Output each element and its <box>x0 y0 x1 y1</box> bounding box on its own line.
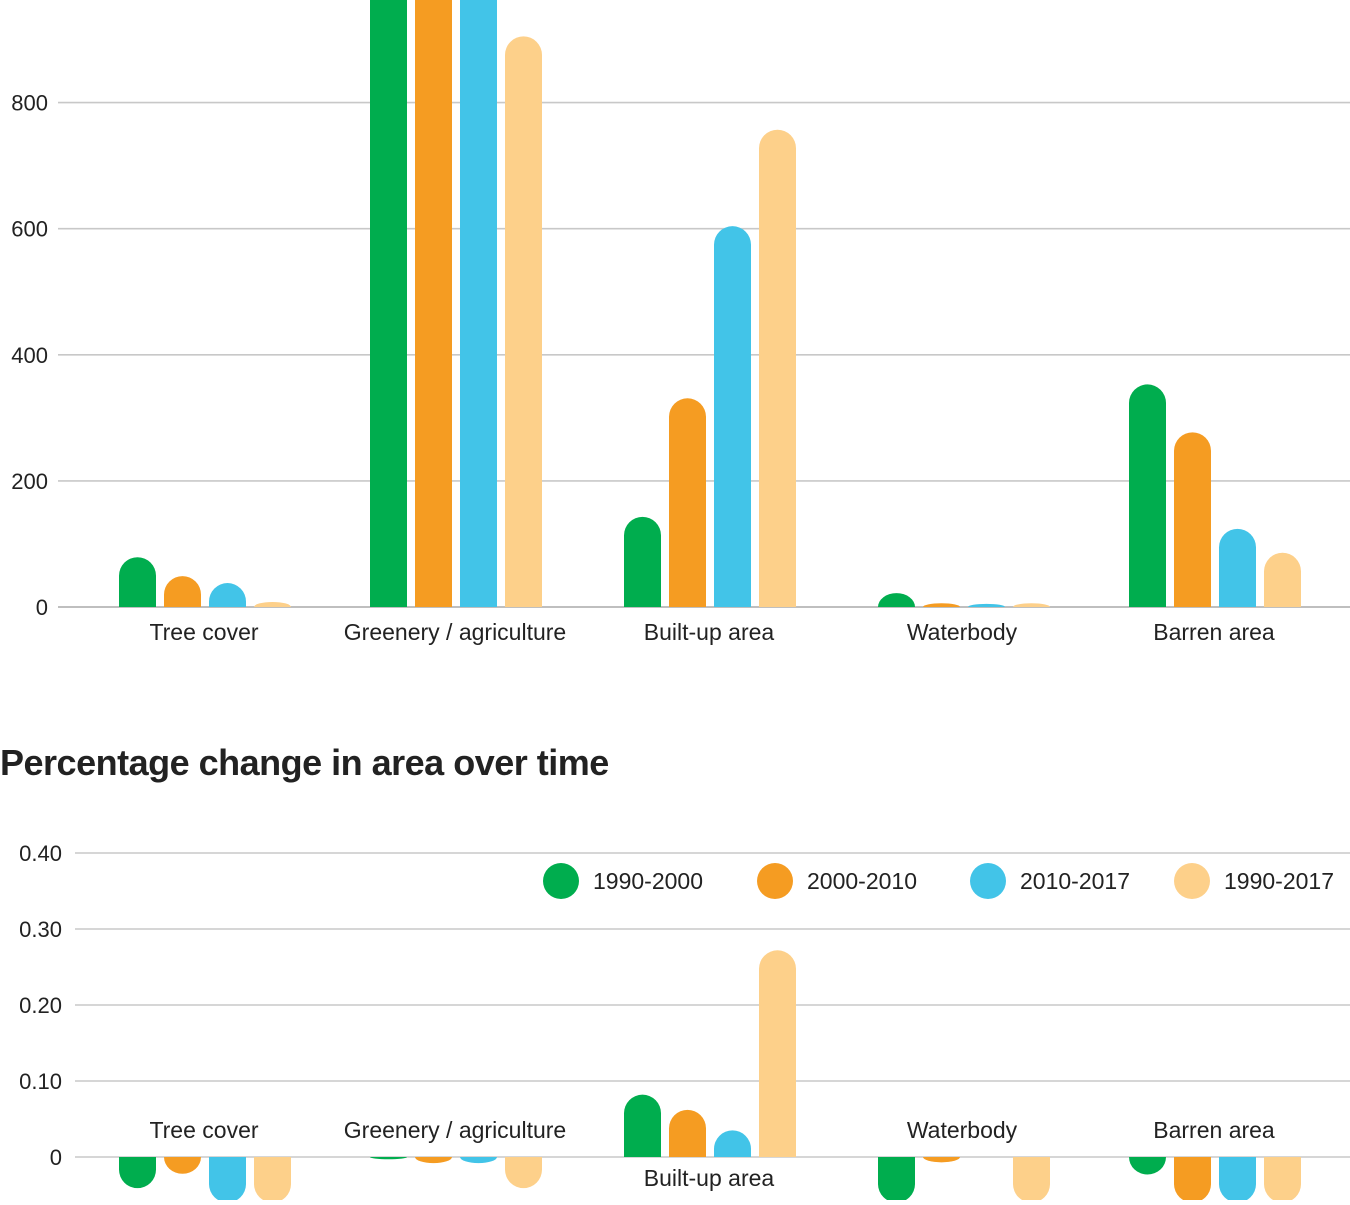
legend-label: 2010-2017 <box>1020 868 1130 894</box>
y-tick-label: 0.40 <box>19 841 62 866</box>
chart-title-percentage-change: Percentage change in area over time <box>0 742 609 783</box>
bar-greenery-agriculture-series-1 <box>370 1157 407 1160</box>
y-tick-label: 0 <box>50 1145 62 1170</box>
bar-built-up-area-series-4 <box>759 129 796 608</box>
category-label-barren-area: Barren area <box>1153 619 1275 645</box>
bar-tree-cover-series-2 <box>164 576 201 607</box>
bar-barren-area-series-3 <box>1219 528 1256 607</box>
bar-barren-area-series-4 <box>1264 1157 1301 1200</box>
bar-tree-cover-series-1 <box>119 1157 156 1189</box>
bar-tree-cover-series-3 <box>209 1157 246 1200</box>
category-label-built-up-area: Built-up area <box>644 1165 775 1191</box>
bar-barren-area-series-4 <box>1264 552 1301 607</box>
y-tick-label: 0 <box>36 595 48 620</box>
legend-swatch <box>757 863 793 899</box>
bar-built-up-area-series-1 <box>624 1094 661 1157</box>
bars <box>119 0 1301 608</box>
bar-waterbody-series-2 <box>923 603 960 607</box>
legend-item-2010-2017: 2010-2017 <box>970 863 1130 899</box>
category-label-greenery-agriculture: Greenery / agriculture <box>344 1117 566 1143</box>
legend-label: 1990-2000 <box>593 868 703 894</box>
legend-label: 1990-2017 <box>1224 868 1334 894</box>
bar-greenery-agriculture-series-2 <box>415 0 452 607</box>
bar-tree-cover-series-4 <box>254 601 291 607</box>
bar-greenery-agriculture-series-3 <box>460 1157 497 1164</box>
category-label-waterbody: Waterbody <box>907 1117 1018 1143</box>
bar-built-up-area-series-1 <box>624 516 661 607</box>
bar-tree-cover-series-1 <box>119 557 156 607</box>
legend-swatch <box>1174 863 1210 899</box>
bar-greenery-agriculture-series-1 <box>370 0 407 607</box>
y-tick-label: 0.10 <box>19 1069 62 1094</box>
category-label-built-up-area: Built-up area <box>644 619 775 645</box>
legend: 1990-2000 2000-2010 2010-2017 1990-2017 <box>543 863 1334 899</box>
category-label-waterbody: Waterbody <box>907 619 1018 645</box>
bar-greenery-agriculture-series-4 <box>505 36 542 607</box>
bar-greenery-agriculture-series-3 <box>460 0 497 607</box>
bar-built-up-area-series-4 <box>759 950 796 1157</box>
bar-waterbody-series-1 <box>878 1157 915 1200</box>
bar-barren-area-series-1 <box>1129 384 1166 607</box>
bar-waterbody-series-1 <box>878 593 915 607</box>
percentage-change-chart: 0 0.10 0.20 0.30 0.40 Tree cover Greenery / ag… <box>19 841 1350 1200</box>
y-tick-label: 200 <box>11 469 48 494</box>
bar-barren-area-series-1 <box>1129 1157 1166 1175</box>
legend-item-2000-2010: 2000-2010 <box>757 863 917 899</box>
legend-swatch <box>543 863 579 899</box>
bar-built-up-area-series-3 <box>714 1130 751 1157</box>
legend-item-1990-2017: 1990-2017 <box>1174 863 1334 899</box>
bar-greenery-agriculture-series-2 <box>415 1157 452 1164</box>
bar-built-up-area-series-2 <box>669 398 706 607</box>
legend-item-1990-2000: 1990-2000 <box>543 863 703 899</box>
bar-waterbody-series-3 <box>968 603 1005 607</box>
bar-built-up-area-series-3 <box>714 226 751 608</box>
bar-tree-cover-series-3 <box>209 583 246 607</box>
area-chart: 0 200 400 600 800 Tree cover Greenery / agricu… <box>11 0 1350 645</box>
bar-greenery-agriculture-series-4 <box>505 1157 542 1189</box>
y-tick-label: 400 <box>11 343 48 368</box>
bar-barren-area-series-3 <box>1219 1157 1256 1200</box>
bars <box>119 950 1301 1200</box>
bar-waterbody-series-4 <box>1013 603 1050 607</box>
category-label-tree-cover: Tree cover <box>149 619 258 645</box>
bar-barren-area-series-2 <box>1174 1157 1211 1200</box>
bar-waterbody-series-2 <box>923 1157 960 1163</box>
bar-barren-area-series-2 <box>1174 432 1211 607</box>
y-tick-label: 0.30 <box>19 917 62 942</box>
bar-tree-cover-series-4 <box>254 1157 291 1200</box>
category-label-greenery-agriculture: Greenery / agriculture <box>344 619 566 645</box>
category-label-barren-area: Barren area <box>1153 1117 1275 1143</box>
bar-tree-cover-series-2 <box>164 1157 201 1174</box>
bar-built-up-area-series-2 <box>669 1109 706 1157</box>
y-tick-label: 600 <box>11 217 48 242</box>
category-label-tree-cover: Tree cover <box>149 1117 258 1143</box>
legend-label: 2000-2010 <box>807 868 917 894</box>
y-tick-label: 800 <box>11 91 48 116</box>
legend-swatch <box>970 863 1006 899</box>
y-tick-label: 0.20 <box>19 993 62 1018</box>
bar-waterbody-series-4 <box>1013 1157 1050 1200</box>
